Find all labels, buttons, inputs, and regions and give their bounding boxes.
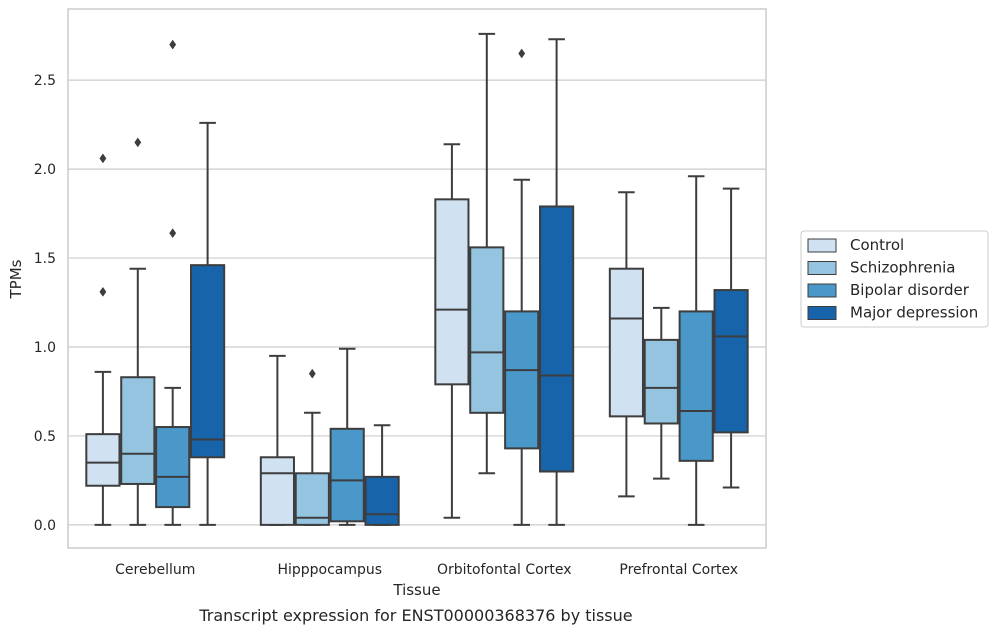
legend-item: Bipolar disorder [807, 281, 970, 299]
legend-swatch [807, 238, 837, 253]
legend-item: Major depression [807, 304, 978, 322]
box-body [713, 289, 749, 434]
outlier-point [518, 48, 526, 59]
box-body [294, 472, 330, 526]
box-body [85, 433, 121, 487]
outlier-point [169, 228, 177, 239]
box-body [434, 198, 470, 386]
box [190, 121, 226, 526]
box-body [155, 426, 191, 509]
box [678, 175, 714, 526]
box [364, 424, 400, 526]
x-tick-label: Prefrontal Cortex [619, 562, 738, 578]
y-tick-label: 2.0 [34, 162, 56, 178]
outlier-point [134, 137, 142, 148]
x-tick-label: Hipppocampus [277, 562, 382, 578]
outlier-point [99, 153, 107, 164]
box [539, 38, 575, 526]
legend-label: Control [850, 236, 904, 254]
box-body [643, 338, 679, 425]
box [85, 153, 121, 526]
box [504, 48, 540, 526]
box [329, 347, 365, 526]
figure-caption: Transcript expression for ENST0000036837… [199, 606, 633, 625]
legend: Control Schizophrenia Bipolar disorder Majo… [800, 230, 989, 328]
y-tick-label: 2.5 [34, 73, 56, 89]
box [294, 368, 330, 526]
box-body [469, 246, 505, 414]
box [713, 187, 749, 489]
outlier-point [99, 286, 107, 297]
box-body [539, 205, 575, 473]
box-body [364, 475, 400, 526]
box-body [190, 264, 226, 459]
y-axis-title: TPMs [7, 259, 25, 299]
legend-label: Major depression [850, 304, 978, 322]
legend-swatch [807, 306, 837, 320]
outlier-point [169, 39, 177, 50]
box [120, 137, 156, 526]
y-tick-label: 1.0 [34, 340, 56, 356]
box-body [259, 456, 295, 526]
box [469, 32, 505, 475]
x-tick-labels: Cerebellum Hipppocampus Orbitofontal Corte… [115, 562, 738, 578]
box [259, 354, 295, 526]
box-body [120, 376, 156, 485]
plot-frame [67, 8, 767, 549]
legend-items: Control Schizophrenia Bipolar disorder Majo… [807, 236, 978, 322]
box-series [85, 32, 749, 526]
legend-item: Control [807, 236, 904, 254]
box [643, 306, 679, 480]
y-tick-label: 1.5 [34, 251, 56, 267]
box-body [678, 310, 714, 462]
legend-swatch [807, 261, 837, 275]
x-axis-title: Tissue [392, 581, 440, 599]
y-tick-labels: 0.0 0.5 1.0 1.5 2.0 2.5 [34, 73, 56, 534]
legend-label: Bipolar disorder [850, 281, 970, 299]
box-body [504, 310, 540, 450]
x-tick-label: Orbitofontal Cortex [437, 562, 572, 578]
outlier-point [308, 368, 316, 379]
x-tick-label: Cerebellum [115, 562, 195, 578]
legend-swatch [807, 283, 837, 298]
box [155, 39, 191, 526]
y-tick-label: 0.5 [34, 429, 56, 445]
box [434, 143, 470, 519]
box [608, 191, 644, 498]
legend-label: Schizophrenia [850, 259, 955, 277]
legend-item: Schizophrenia [807, 259, 955, 277]
box-body [608, 267, 644, 418]
legend-frame [800, 230, 989, 328]
box-body [329, 427, 365, 523]
y-tick-label: 0.0 [34, 518, 56, 534]
